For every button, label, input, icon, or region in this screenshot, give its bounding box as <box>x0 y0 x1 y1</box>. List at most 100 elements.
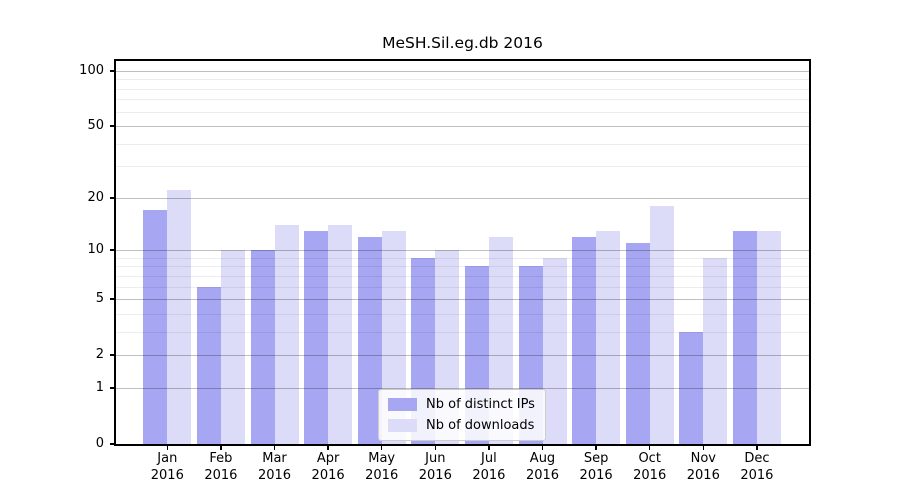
legend-item-downloads: Nb of downloads <box>388 418 535 433</box>
x-tick-year: 2016 <box>257 467 292 483</box>
x-tick-year: 2016 <box>579 467 613 483</box>
y-gridline-minor-9 <box>116 257 809 259</box>
x-tick-year: 2016 <box>740 467 774 483</box>
x-tick-aug <box>541 444 544 450</box>
x-tick-label-feb: Feb 2016 <box>190 451 252 484</box>
x-tick-year: 2016 <box>472 467 506 483</box>
bar-downloads-aug <box>542 257 567 444</box>
x-tick-month: Jun <box>425 451 446 466</box>
x-tick-oct <box>648 444 651 450</box>
bar-ips-apr <box>304 230 329 444</box>
bar-ips-sep <box>572 236 597 444</box>
bar-downloads-dec <box>756 230 781 444</box>
y-tick-20 <box>110 197 116 199</box>
x-tick-month: Dec <box>744 451 770 466</box>
x-tick-year: 2016 <box>418 467 452 483</box>
x-tick-year: 2016 <box>150 467 184 483</box>
y-tick-label-20: 20 <box>87 189 104 205</box>
y-tick-label-1: 1 <box>95 379 104 395</box>
x-tick-month: Feb <box>209 451 233 466</box>
x-tick-dec <box>756 444 758 450</box>
legend-label-distinct-ips: Nb of distinct IPs <box>426 397 535 412</box>
x-tick-month: Apr <box>316 451 340 466</box>
y-tick-label-100: 100 <box>79 62 104 78</box>
y-tick-label-10: 10 <box>87 242 104 258</box>
y-gridline-major-2 <box>116 355 809 357</box>
y-gridline-minor-4 <box>116 313 809 315</box>
x-tick-label-apr: Apr 2016 <box>297 451 359 484</box>
bar-downloads-oct <box>649 205 674 444</box>
legend-item-distinct-ips: Nb of distinct IPs <box>388 397 535 412</box>
y-tick-label-5: 5 <box>95 291 104 307</box>
y-gridline-minor-70 <box>116 99 809 101</box>
y-gridline-minor-7 <box>116 275 809 277</box>
x-tick-label-jun: Jun 2016 <box>404 451 466 484</box>
x-tick-label-oct: Oct 2016 <box>619 451 681 484</box>
y-gridline-minor-8 <box>116 266 809 268</box>
y-tick-label-0: 0 <box>95 436 104 451</box>
x-tick-month: Jan <box>157 451 178 466</box>
bar-downloads-apr <box>328 225 353 444</box>
x-tick-month: Aug <box>529 451 556 466</box>
x-tick-label-dec: Dec 2016 <box>726 451 788 484</box>
y-gridline-minor-3 <box>116 331 809 333</box>
x-tick-jul <box>488 444 490 450</box>
y-tick-1 <box>110 387 116 389</box>
legend-swatch-distinct-ips <box>388 398 417 411</box>
y-gridline-major-100 <box>116 70 809 72</box>
bar-downloads-nov <box>703 257 728 444</box>
y-tick-100 <box>110 70 116 72</box>
bar-ips-feb <box>196 286 221 444</box>
x-tick-month: Oct <box>638 451 661 466</box>
y-gridline-minor-6 <box>116 286 809 288</box>
x-tick-apr <box>327 444 329 450</box>
x-tick-label-nov: Nov 2016 <box>672 451 734 484</box>
x-tick-month: May <box>368 451 396 466</box>
y-gridline-minor-90 <box>116 79 809 81</box>
bar-ips-jan <box>143 210 168 444</box>
y-gridline-major-20 <box>116 197 809 199</box>
x-tick-year: 2016 <box>365 467 399 483</box>
x-tick-jan <box>166 444 169 450</box>
bar-ips-mar <box>250 250 275 444</box>
x-tick-jun <box>434 444 437 450</box>
y-gridline-minor-60 <box>116 111 809 113</box>
bar-downloads-mar <box>274 225 299 444</box>
bar-ips-may <box>357 236 382 444</box>
y-tick-label-50: 50 <box>87 118 104 134</box>
y-tick-0 <box>110 443 116 445</box>
x-tick-label-may: May 2016 <box>351 451 413 484</box>
bar-ips-dec <box>732 230 757 444</box>
y-tick-2 <box>110 354 116 356</box>
x-tick-label-jul: Jul 2016 <box>458 451 520 484</box>
x-tick-month: Jul <box>481 451 497 466</box>
bar-ips-nov <box>679 331 704 444</box>
x-tick-year: 2016 <box>311 467 345 483</box>
y-gridline-major-5 <box>116 299 809 301</box>
x-tick-label-mar: Mar 2016 <box>244 451 306 484</box>
chart-title: MeSH.Sil.eg.db 2016 <box>382 34 543 52</box>
x-tick-nov <box>702 444 705 450</box>
bar-ips-oct <box>625 243 650 444</box>
x-tick-label-aug: Aug 2016 <box>512 451 574 484</box>
bar-downloads-sep <box>596 230 621 444</box>
y-gridline-major-1 <box>116 387 809 389</box>
x-tick-label-sep: Sep 2016 <box>565 451 627 484</box>
x-tick-sep <box>595 444 597 450</box>
y-gridline-major-10 <box>116 250 809 252</box>
x-tick-mar <box>273 444 276 450</box>
legend: Nb of distinct IPs Nb of downloads <box>378 389 546 441</box>
legend-swatch-downloads <box>388 419 417 432</box>
plot-area <box>116 61 809 444</box>
x-tick-year: 2016 <box>633 467 667 483</box>
x-tick-year: 2016 <box>204 467 238 483</box>
x-tick-month: Nov <box>690 451 716 466</box>
x-tick-year: 2016 <box>686 467 720 483</box>
y-gridline-major-50 <box>116 126 809 128</box>
x-tick-may <box>380 444 383 450</box>
x-tick-month: Sep <box>583 451 609 466</box>
bar-downloads-feb <box>220 250 245 444</box>
x-tick-label-jan: Jan 2016 <box>136 451 198 484</box>
y-gridline-minor-80 <box>116 88 809 90</box>
